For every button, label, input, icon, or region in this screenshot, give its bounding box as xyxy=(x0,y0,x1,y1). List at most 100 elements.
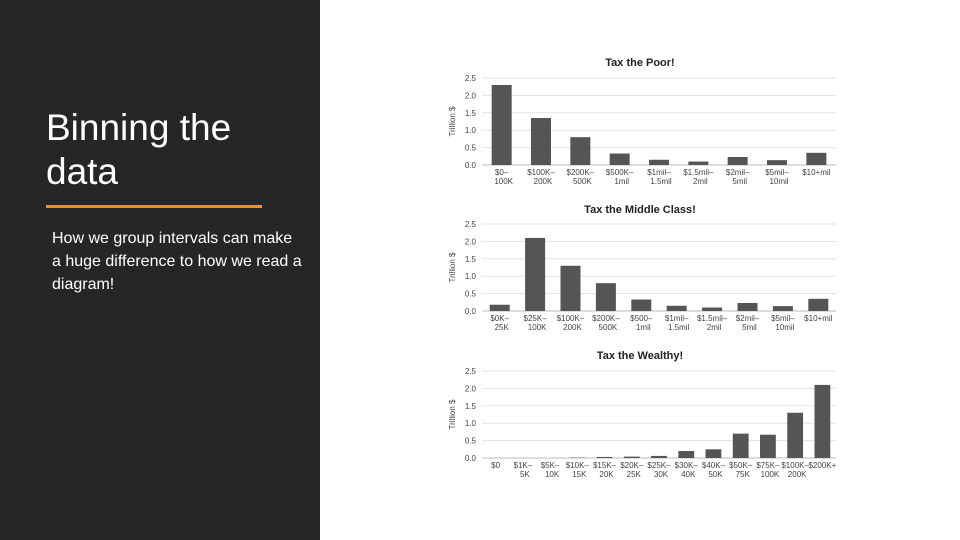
y-tick-label: 2.5 xyxy=(465,367,477,376)
x-tick-label: 200K xyxy=(563,323,582,332)
bar xyxy=(531,118,551,165)
bar-chart-2: Tax the Middle Class! Trillion $ 0.0 0.5 1.0… xyxy=(448,204,836,332)
chart-title: Tax the Middle Class! xyxy=(584,204,696,216)
x-tick-label: $25K– xyxy=(647,461,671,470)
y-tick-label: 1.0 xyxy=(465,419,477,428)
x-tick-label: 25K xyxy=(495,323,510,332)
x-tick-label: $5mil– xyxy=(765,168,789,177)
bar xyxy=(772,306,793,311)
bar-chart-1: Tax the Poor! Trillion $ 0.0 0.5 1.0 1.5 2.0 2.… xyxy=(448,57,836,186)
x-tick-label: 75K xyxy=(736,470,751,479)
slide-title-line2: data xyxy=(46,151,119,192)
y-tick-label: 0.5 xyxy=(465,144,477,153)
bar xyxy=(806,152,827,165)
left-panel: Binning the data How we group intervals … xyxy=(0,0,320,540)
x-tick-label: 200K xyxy=(534,177,553,186)
bar xyxy=(814,384,831,458)
y-tick-label: 1.0 xyxy=(465,272,477,281)
x-tick-label: 1.5mil xyxy=(668,323,690,332)
x-tick-label: 200K xyxy=(788,470,807,479)
bar xyxy=(595,283,616,311)
bar xyxy=(727,156,748,165)
x-tick-label: $200K– xyxy=(592,314,620,323)
x-tick-label: $30K– xyxy=(675,461,699,470)
chart-title: Tax the Wealthy! xyxy=(597,350,683,362)
bar xyxy=(767,160,787,165)
x-tick-label: 5mil xyxy=(732,177,747,186)
x-tick-label: 2mil xyxy=(707,323,722,332)
bar xyxy=(760,434,776,458)
bar xyxy=(570,137,591,165)
x-tick-label: $200K– xyxy=(567,168,595,177)
y-tick-label: 1.5 xyxy=(465,255,477,264)
bar xyxy=(808,298,829,311)
slide-subtitle: How we group intervals can make a huge d… xyxy=(52,230,302,293)
x-tick-label: $500K– xyxy=(606,168,634,177)
x-tick-label: 50K xyxy=(708,470,723,479)
x-tick-label: $75K– xyxy=(756,461,780,470)
y-tick-label: 1.5 xyxy=(465,109,477,118)
x-tick-label: 15K xyxy=(572,470,587,479)
y-tick-label: 0.5 xyxy=(465,290,477,299)
x-tick-label: 100K xyxy=(528,323,547,332)
x-tick-label: $0– xyxy=(495,168,509,177)
y-axis-label: Trillion $ xyxy=(448,252,457,282)
x-tick-label: $50K– xyxy=(729,461,753,470)
y-tick-label: 2.0 xyxy=(465,237,477,246)
x-tick-label: $100K– xyxy=(557,314,585,323)
x-tick-label: 2mil xyxy=(693,177,708,186)
x-tick-label: 1mil xyxy=(636,323,651,332)
y-tick-label: 1.0 xyxy=(465,126,477,135)
x-tick-label: $100K– xyxy=(781,461,809,470)
x-tick-label: $200K+ xyxy=(808,461,836,470)
x-tick-label: 100K xyxy=(761,470,780,479)
slide-title: Binning the data xyxy=(46,106,306,194)
bar xyxy=(732,433,749,458)
x-tick-label: $1mil– xyxy=(665,314,689,323)
x-tick-label: $100K– xyxy=(527,168,555,177)
x-tick-label: 500K xyxy=(599,323,618,332)
x-tick-label: $1K– xyxy=(514,461,533,470)
y-tick-label: 0.0 xyxy=(465,161,477,170)
y-tick-label: 1.5 xyxy=(465,402,477,411)
y-tick-label: 0.0 xyxy=(465,307,477,316)
bar xyxy=(623,456,640,458)
x-tick-label: $500– xyxy=(630,314,653,323)
slide-title-line1: Binning the xyxy=(46,107,232,148)
chart-title: Tax the Poor! xyxy=(605,57,674,69)
y-tick-label: 2.5 xyxy=(465,74,477,83)
x-tick-label: 25K xyxy=(627,470,642,479)
y-axis-label: Trillion $ xyxy=(448,399,457,429)
x-tick-label: 30K xyxy=(654,470,669,479)
bar xyxy=(737,302,758,311)
x-tick-label: $25K– xyxy=(524,314,548,323)
bar xyxy=(666,305,687,311)
x-tick-label: $1.5mil– xyxy=(683,168,714,177)
y-tick-label: 2.0 xyxy=(465,384,477,393)
bar xyxy=(631,299,652,311)
x-tick-label: $10+mil xyxy=(804,314,832,323)
x-tick-label: $10+mil xyxy=(802,168,830,177)
bar xyxy=(705,449,722,458)
bar xyxy=(702,307,723,311)
x-tick-label: 10mil xyxy=(769,177,788,186)
x-tick-label: $15K– xyxy=(593,461,617,470)
bar xyxy=(651,455,667,458)
x-tick-label: $2mil– xyxy=(726,168,750,177)
bar xyxy=(489,304,510,311)
accent-rule xyxy=(46,205,262,208)
x-tick-label: 1mil xyxy=(614,177,629,186)
x-tick-label: 10K xyxy=(545,470,560,479)
y-tick-label: 2.5 xyxy=(465,220,477,229)
bar xyxy=(560,265,581,311)
bar xyxy=(596,456,613,458)
y-tick-label: 0.0 xyxy=(465,454,477,463)
bar-chart-3: Tax the Wealthy! Trillion $ 0.0 0.5 1.0 1.5 2.… xyxy=(448,350,837,479)
x-tick-label: $1.5mil– xyxy=(697,314,728,323)
bar xyxy=(688,161,709,165)
x-tick-label: 20K xyxy=(599,470,614,479)
x-tick-label: 1.5mil xyxy=(650,177,672,186)
bar xyxy=(525,237,546,311)
y-tick-label: 0.5 xyxy=(465,437,477,446)
